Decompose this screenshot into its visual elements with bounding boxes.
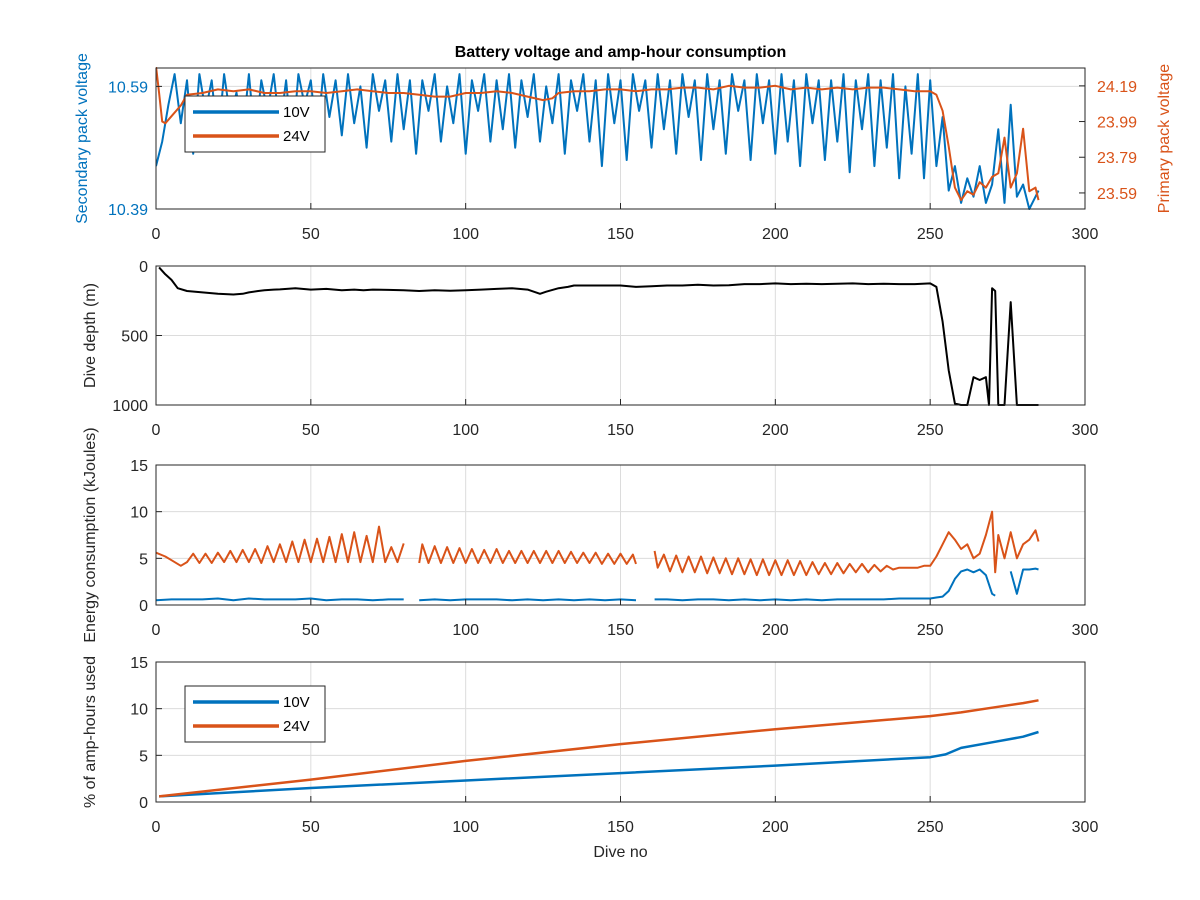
x-tick-label: 250 <box>917 622 944 639</box>
y-tick-label: 1000 <box>112 398 148 415</box>
y-axis-label: Secondary pack voltage <box>74 53 91 224</box>
x-tick-label: 250 <box>917 226 944 243</box>
legend-box <box>184 685 326 743</box>
y-tick-label: 5 <box>139 748 148 765</box>
legend-label-10v: 10V <box>283 104 310 121</box>
y-right-tick-label: 23.79 <box>1097 150 1137 167</box>
y-axis-label: Energy consumption (kJoules) <box>82 427 99 642</box>
y-tick-label: 10 <box>130 702 148 719</box>
series-line-24v <box>156 67 1040 202</box>
x-tick-label: 250 <box>917 819 944 836</box>
legend-label-24v: 24V <box>283 718 310 735</box>
y-tick-label: 0 <box>139 795 148 812</box>
y-right-tick-label: 23.99 <box>1097 115 1137 132</box>
x-tick-label: 150 <box>607 422 634 439</box>
y-axis-label: % of amp-hours used <box>82 656 99 808</box>
y-tick-label: 10.39 <box>108 202 148 219</box>
y-tick-label: 5 <box>139 551 148 568</box>
subplot-2: 0 50 100 150 200 250 300 0 500 1000 Dive depth (m) <box>82 259 1098 439</box>
y-right-axis-label: Primary pack voltage <box>1156 64 1173 213</box>
x-tick-label: 150 <box>607 819 634 836</box>
y-tick-label: 500 <box>121 329 148 346</box>
x-tick-label: 100 <box>452 819 479 836</box>
x-tick-label: 100 <box>452 422 479 439</box>
x-tick-label: 100 <box>452 622 479 639</box>
x-tick-label: 0 <box>152 819 161 836</box>
x-tick-label: 0 <box>152 622 161 639</box>
x-tick-label: 100 <box>452 226 479 243</box>
y-right-tick-label: 24.19 <box>1097 79 1137 96</box>
series-line-24v <box>156 510 1040 577</box>
chart-title: Battery voltage and amp-hour consumption <box>455 44 787 61</box>
x-tick-label: 200 <box>762 819 789 836</box>
x-axis-label: Dive no <box>593 844 647 861</box>
y-tick-label: 0 <box>139 259 148 276</box>
subplot-3: 0 50 100 150 200 250 300 0 5 10 15 Energy consumpti… <box>82 427 1098 642</box>
y-tick-label: 10 <box>130 505 148 522</box>
y-tick-label: 15 <box>130 458 148 475</box>
x-tick-label: 250 <box>917 422 944 439</box>
y-axis-label: Dive depth (m) <box>82 283 99 388</box>
x-tick-label: 50 <box>302 819 320 836</box>
x-tick-label: 200 <box>762 422 789 439</box>
series-line-10v <box>156 567 1039 602</box>
subplot-1: 0 50 100 150 200 250 300 10.39 10.59 23.59 23.79 23… <box>74 44 1173 243</box>
x-tick-label: 150 <box>607 622 634 639</box>
legend-box <box>184 95 326 153</box>
y-right-tick-label: 23.59 <box>1097 186 1137 203</box>
x-tick-label: 300 <box>1072 226 1099 243</box>
x-tick-label: 200 <box>762 622 789 639</box>
legend-label-24v: 24V <box>283 128 310 145</box>
x-tick-label: 50 <box>302 622 320 639</box>
x-tick-label: 0 <box>152 226 161 243</box>
x-tick-label: 300 <box>1072 819 1099 836</box>
y-tick-label: 10.59 <box>108 79 148 96</box>
x-tick-label: 50 <box>302 422 320 439</box>
x-tick-label: 300 <box>1072 622 1099 639</box>
x-tick-label: 0 <box>152 422 161 439</box>
series-line-10v <box>159 730 1039 798</box>
legend-label-10v: 10V <box>283 694 310 711</box>
x-tick-label: 200 <box>762 226 789 243</box>
y-tick-label: 0 <box>139 598 148 615</box>
x-tick-label: 50 <box>302 226 320 243</box>
x-tick-label: 300 <box>1072 422 1099 439</box>
series-line-depth <box>158 266 1039 406</box>
y-tick-label: 15 <box>130 655 148 672</box>
x-tick-label: 150 <box>607 226 634 243</box>
series-line-24v <box>158 699 1039 798</box>
